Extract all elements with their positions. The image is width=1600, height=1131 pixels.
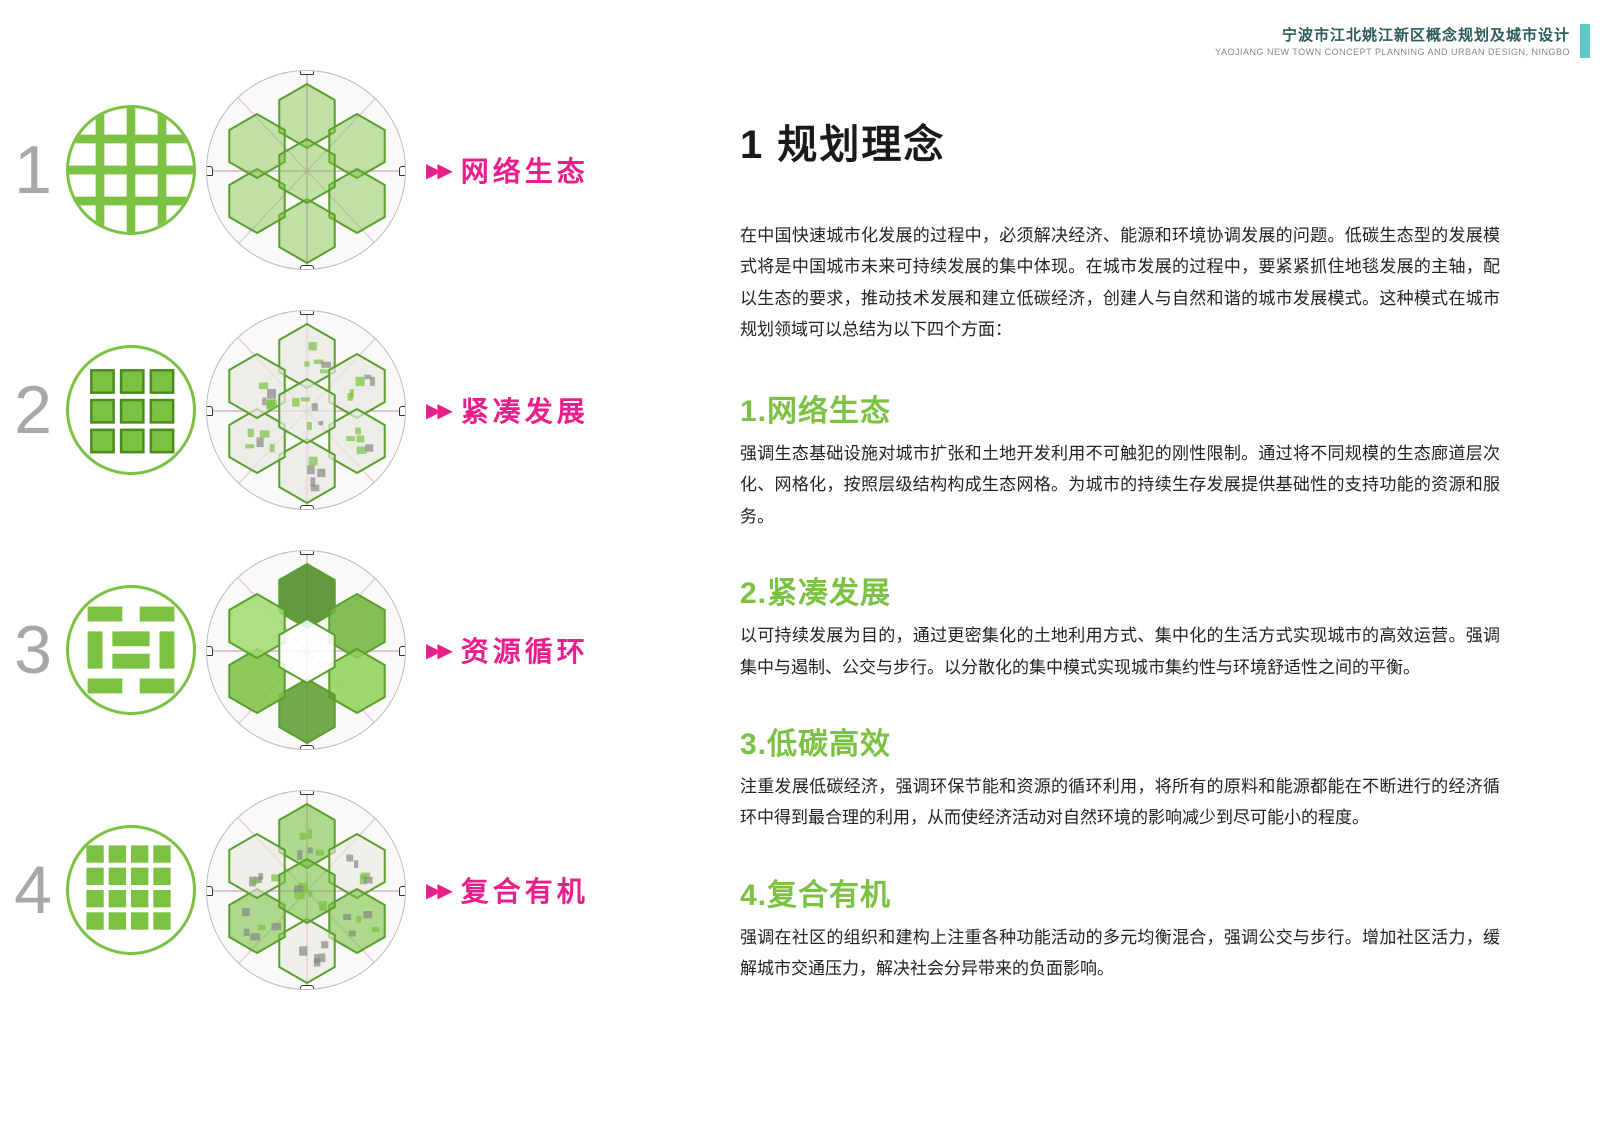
bus-stop-icon bbox=[300, 505, 314, 510]
section-body-4: 强调在社区的组织和建构上注重各种功能活动的多元均衡混合，强调公交与步行。增加社区… bbox=[740, 922, 1500, 985]
section-body-2: 以可持续发展为目的，通过更密集化的土地利用方式、集中化的生活方式实现城市的高效运… bbox=[740, 620, 1500, 683]
section-body-3: 注重发展低碳经济，强调环保节能和资源的循环利用，将所有的原料和能源都能在不断进行… bbox=[740, 771, 1500, 834]
bus-stop-icon bbox=[300, 745, 314, 750]
intro-paragraph: 在中国快速城市化发展的过程中，必须解决经济、能源和环境协调发展的问题。低碳生态型… bbox=[740, 220, 1500, 346]
arrow-icon: ▶▶ bbox=[426, 398, 449, 423]
small-diagram-icon bbox=[66, 585, 196, 715]
concept-row-3: 3 ▶▶ 资源循环 bbox=[0, 530, 660, 770]
large-diagram-icon bbox=[206, 310, 406, 510]
section-title-3: 3.低碳高效 bbox=[740, 719, 1500, 763]
large-diagram-icon bbox=[206, 550, 406, 750]
large-diagram-icon bbox=[206, 790, 406, 990]
header-title-cn: 宁波市江北姚江新区概念规划及城市设计 bbox=[1215, 24, 1570, 45]
bus-stop-icon bbox=[300, 790, 314, 795]
bus-stop-icon bbox=[206, 886, 213, 896]
section-title-2: 2.紧凑发展 bbox=[740, 568, 1500, 612]
section-body-1: 强调生态基础设施对城市扩张和土地开发利用不可触犯的刚性限制。通过将不同规模的生态… bbox=[740, 438, 1500, 532]
bus-stop-icon bbox=[399, 406, 406, 416]
section-title-1: 1.网络生态 bbox=[740, 386, 1500, 430]
concept-label: 网络生态 bbox=[461, 150, 589, 190]
text-column: 1 规划理念 在中国快速城市化发展的过程中，必须解决经济、能源和环境协调发展的问… bbox=[740, 112, 1500, 985]
header-accent-bar bbox=[1580, 24, 1590, 58]
section-title-4: 4.复合有机 bbox=[740, 870, 1500, 914]
small-diagram-icon bbox=[66, 345, 196, 475]
bus-stop-icon bbox=[399, 646, 406, 656]
bus-stop-icon bbox=[206, 646, 213, 656]
bus-stop-icon bbox=[300, 70, 314, 75]
diagrams-column: 1 ▶▶ 网络生态 2 bbox=[0, 40, 660, 1010]
concept-number: 2 bbox=[0, 376, 60, 444]
bus-stop-icon bbox=[399, 886, 406, 896]
bus-stop-icon bbox=[300, 985, 314, 990]
arrow-icon: ▶▶ bbox=[426, 878, 449, 903]
concept-number: 4 bbox=[0, 856, 60, 924]
bus-stop-icon bbox=[206, 406, 213, 416]
concept-row-2: 2 ▶▶ 紧凑发展 bbox=[0, 290, 660, 530]
page-header: 宁波市江北姚江新区概念规划及城市设计 YAOJIANG NEW TOWN CON… bbox=[1215, 24, 1570, 57]
concept-label: 复合有机 bbox=[461, 870, 589, 910]
arrow-icon: ▶▶ bbox=[426, 158, 449, 183]
bus-stop-icon bbox=[399, 166, 406, 176]
arrow-icon: ▶▶ bbox=[426, 638, 449, 663]
concept-row-4: 4 ▶▶ 复合有机 bbox=[0, 770, 660, 1010]
main-title: 1 规划理念 bbox=[740, 112, 1500, 170]
bus-stop-icon bbox=[300, 310, 314, 315]
concept-number: 1 bbox=[0, 136, 60, 204]
concept-label: 资源循环 bbox=[461, 630, 589, 670]
small-diagram-icon bbox=[66, 105, 196, 235]
large-diagram-icon bbox=[206, 70, 406, 270]
bus-stop-icon bbox=[206, 166, 213, 176]
header-title-en: YAOJIANG NEW TOWN CONCEPT PLANNING AND U… bbox=[1215, 47, 1570, 57]
concept-row-1: 1 ▶▶ 网络生态 bbox=[0, 50, 660, 290]
concept-label: 紧凑发展 bbox=[461, 390, 589, 430]
bus-stop-icon bbox=[300, 550, 314, 555]
small-diagram-icon bbox=[66, 825, 196, 955]
sections-container: 1.网络生态强调生态基础设施对城市扩张和土地开发利用不可触犯的刚性限制。通过将不… bbox=[740, 386, 1500, 985]
concept-number: 3 bbox=[0, 616, 60, 684]
bus-stop-icon bbox=[300, 265, 314, 270]
